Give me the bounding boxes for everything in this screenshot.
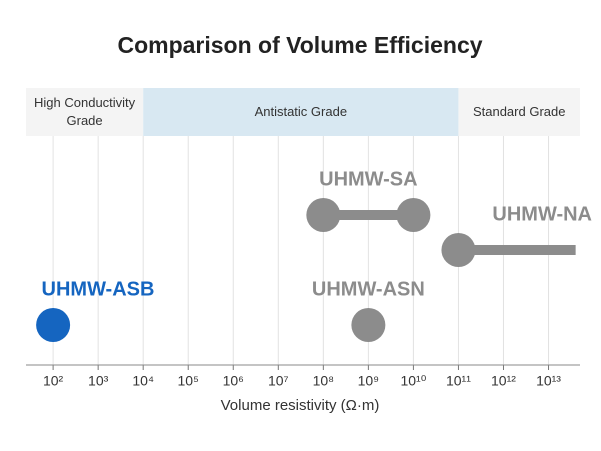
- x-tick-label: 10¹¹: [446, 373, 471, 389]
- x-tick-label: 10²: [43, 373, 64, 389]
- chart-title: Comparison of Volume Efficiency: [117, 32, 482, 58]
- x-tick-label: 10¹²: [491, 373, 516, 389]
- x-tick-label: 10¹³: [536, 373, 561, 389]
- band-label: Standard Grade: [472, 104, 566, 120]
- series-label: UHMW-NA: [492, 203, 592, 225]
- x-tick-label: 10⁵: [178, 373, 199, 389]
- series-label: UHMW-ASN: [312, 278, 425, 300]
- x-tick-label: 10³: [88, 373, 109, 389]
- range-start: [441, 233, 476, 267]
- x-tick-label: 10⁴: [132, 373, 154, 389]
- range-start: [306, 198, 341, 232]
- x-axis-label: Volume resistivity (Ω·m): [221, 397, 380, 414]
- x-tick-label: 10⁹: [358, 373, 380, 389]
- x-tick-label: 10⁶: [223, 373, 244, 389]
- grade-band: [143, 88, 459, 136]
- band-label: High Conductivity Grade: [34, 95, 136, 128]
- series-label: UHMW-ASB: [42, 278, 155, 300]
- grade-band: [26, 88, 144, 136]
- band-label: Antistatic Grade: [254, 104, 348, 120]
- point: [351, 308, 386, 342]
- point: [36, 308, 71, 342]
- x-tick-label: 10⁸: [313, 373, 335, 389]
- grade-band: [458, 88, 580, 136]
- series-label: UHMW-SA: [319, 168, 417, 190]
- range-end: [396, 198, 431, 232]
- x-tick-label: 10⁷: [268, 373, 289, 389]
- x-tick-label: 10¹⁰: [400, 373, 426, 389]
